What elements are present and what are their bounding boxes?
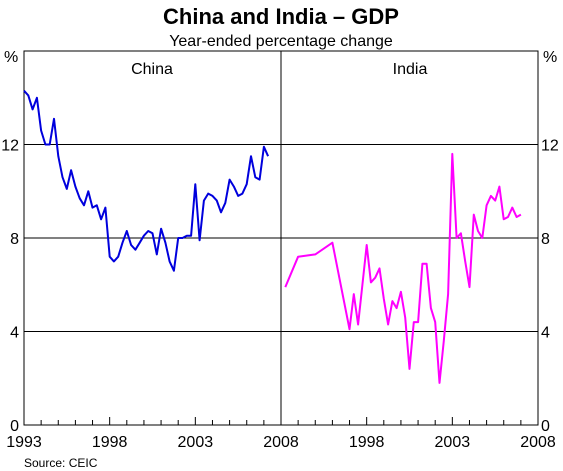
y-tick-right-1: 4 [541,325,550,342]
x-tick-label-p0-1: 1998 [92,434,128,451]
series-line-china-0 [23,90,270,272]
y-tick-left-3: 12 [1,138,19,155]
gridlines [24,144,538,332]
y-unit-left: % [4,49,18,66]
chart-subtitle: Year-ended percentage change [169,33,393,50]
source-note: Source: CEIC [24,456,98,470]
x-tick-label-p1-0: 1998 [349,434,385,451]
y-tick-left-2: 8 [10,231,19,248]
y-tick-labels: 0 0 4 4 8 8 12 12 [1,138,559,436]
series-lines [23,90,522,384]
y-tick-right-2: 8 [541,231,550,248]
x-tick-label-p1-1: 2003 [435,434,471,451]
x-tick-labels: 1993 1998 2003 2008 1998 2003 2008 [6,417,556,451]
y-tick-left-0: 0 [10,418,19,435]
y-tick-left-1: 4 [10,325,19,342]
panel-title-india: India [393,61,428,78]
series-line-india-0 [284,152,522,384]
x-tick-label-p0-0: 1993 [6,434,42,451]
y-tick-right-3: 12 [541,138,559,155]
chart-title: China and India – GDP [163,4,399,29]
panel-title-china: China [131,61,173,78]
y-unit-right: % [543,49,557,66]
x-tick-label-p1-2: 2008 [520,434,556,451]
x-tick-label-p0-3: 2008 [263,434,299,451]
y-tick-right-0: 0 [541,418,550,435]
x-tick-label-p0-2: 2003 [178,434,214,451]
